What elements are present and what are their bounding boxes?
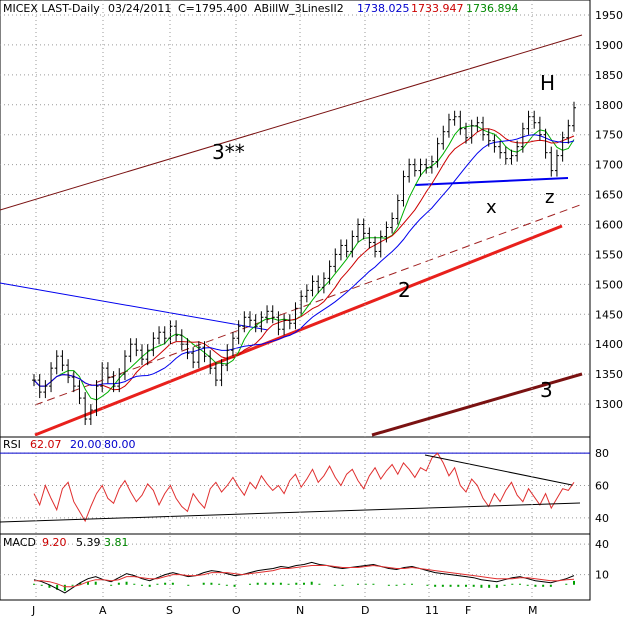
indicator-value-3: 1736.894 — [466, 2, 519, 15]
x-tick-label: J — [31, 604, 35, 617]
date-label: 03/24/2011 — [108, 2, 171, 15]
macd-tick-label: 40 — [595, 538, 609, 551]
price-tick-label: 1350 — [595, 368, 623, 381]
price-panel: 1300 1350 1400 1450 1500 1550 1600 1650 1700 1750… — [0, 0, 623, 438]
rsi-resistance-line — [424, 454, 573, 486]
macd-line — [33, 561, 575, 594]
price-series — [32, 101, 576, 426]
rsi-tick-label: 60 — [595, 480, 609, 493]
annotation-z: z — [545, 187, 554, 208]
chart-annotations: H x z 3** 2 3 — [212, 71, 555, 402]
price-tick-label: 1600 — [595, 218, 623, 231]
price-tick-label: 1450 — [595, 308, 623, 321]
macd-value-3: 3.81 — [104, 536, 129, 549]
indicator-value-2: 1733.947 — [411, 2, 464, 15]
rsi-header: RSI 62.07 20.00 80.00 — [3, 438, 136, 451]
macd-tick-label: 10 — [595, 569, 609, 582]
price-header: MICEX LAST-Daily 03/24/2011 C=1795.400 A… — [3, 2, 519, 15]
macd-header: MACD 9.20 5.39 3.81 — [3, 536, 129, 549]
price-tick-label: 1500 — [595, 278, 623, 291]
resistance-line — [0, 282, 269, 331]
price-tick-label: 1900 — [595, 39, 623, 52]
trendline-3ss — [0, 34, 583, 211]
macd-value-2: 5.39 — [76, 536, 101, 549]
annotation-3ss: 3** — [212, 140, 245, 164]
x-tick-label: D — [361, 604, 369, 617]
price-tick-label: 1400 — [595, 338, 623, 351]
macd-axis-ticks: 10 40 — [595, 538, 609, 581]
rsi-tick-label: 80 — [595, 447, 609, 460]
x-tick-label: S — [166, 604, 173, 617]
ma-fast-line — [33, 125, 575, 401]
annotation-2: 2 — [398, 278, 411, 302]
price-tick-label: 1850 — [595, 69, 623, 82]
close-label: C=1795.400 — [178, 2, 247, 15]
rsi-axis-ticks: 40 60 80 — [595, 447, 609, 525]
price-tick-label: 1300 — [595, 398, 623, 411]
x-tick-label: O — [232, 604, 241, 617]
macd-frame — [0, 533, 591, 601]
price-tick-label: 1800 — [595, 99, 623, 112]
price-tick-label: 1750 — [595, 129, 623, 142]
price-tick-label: 1550 — [595, 248, 623, 261]
rsi-panel: 40 60 80 RSI 62.07 20.00 80.00 — [0, 436, 609, 535]
moving-averages — [33, 125, 575, 401]
price-frame — [0, 0, 591, 438]
x-tick-label: F — [465, 604, 471, 617]
indicator-label: ABillW_3LinesII2 — [254, 2, 344, 15]
macd-histogram — [33, 580, 575, 591]
neckline — [414, 177, 569, 186]
rsi-tick-label: 40 — [595, 512, 609, 525]
macd-signal-line — [34, 564, 575, 588]
rsi-line — [33, 452, 575, 523]
rsi-series — [0, 452, 581, 523]
annotation-x: x — [486, 197, 497, 218]
macd-lines — [33, 561, 575, 594]
x-tick-label: M — [528, 604, 538, 617]
trendline-3 — [371, 372, 583, 437]
price-tick-label: 1950 — [595, 9, 623, 22]
macd-label: MACD — [3, 536, 36, 549]
time-axis: J A S O N D 11 F M — [31, 0, 538, 617]
ma-slow-line — [33, 134, 575, 387]
indicator-value-1: 1738.025 — [357, 2, 410, 15]
symbol-label: MICEX LAST-Daily — [3, 2, 100, 15]
rsi-value: 62.07 — [30, 438, 62, 451]
rsi-high: 80.00 — [104, 438, 136, 451]
macd-panel: 10 40 MACD 9.20 5.39 3.81 — [0, 533, 609, 601]
ma-mid-line — [33, 128, 575, 391]
price-axis-ticks: 1300 1350 1400 1450 1500 1550 1600 1650 1700 1750… — [595, 9, 623, 411]
rsi-low: 20.00 — [70, 438, 102, 451]
annotation-3: 3 — [540, 378, 553, 402]
macd-value-1: 9.20 — [42, 536, 67, 549]
rsi-support-line — [0, 502, 581, 523]
annotation-h: H — [540, 71, 555, 95]
x-tick-label: N — [296, 604, 304, 617]
price-tick-label: 1650 — [595, 189, 623, 202]
x-tick-label: 11 — [425, 604, 439, 617]
rsi-label: RSI — [3, 438, 21, 451]
price-tick-label: 1700 — [595, 159, 623, 172]
x-tick-label: A — [99, 604, 107, 617]
rsi-grid — [0, 452, 590, 519]
